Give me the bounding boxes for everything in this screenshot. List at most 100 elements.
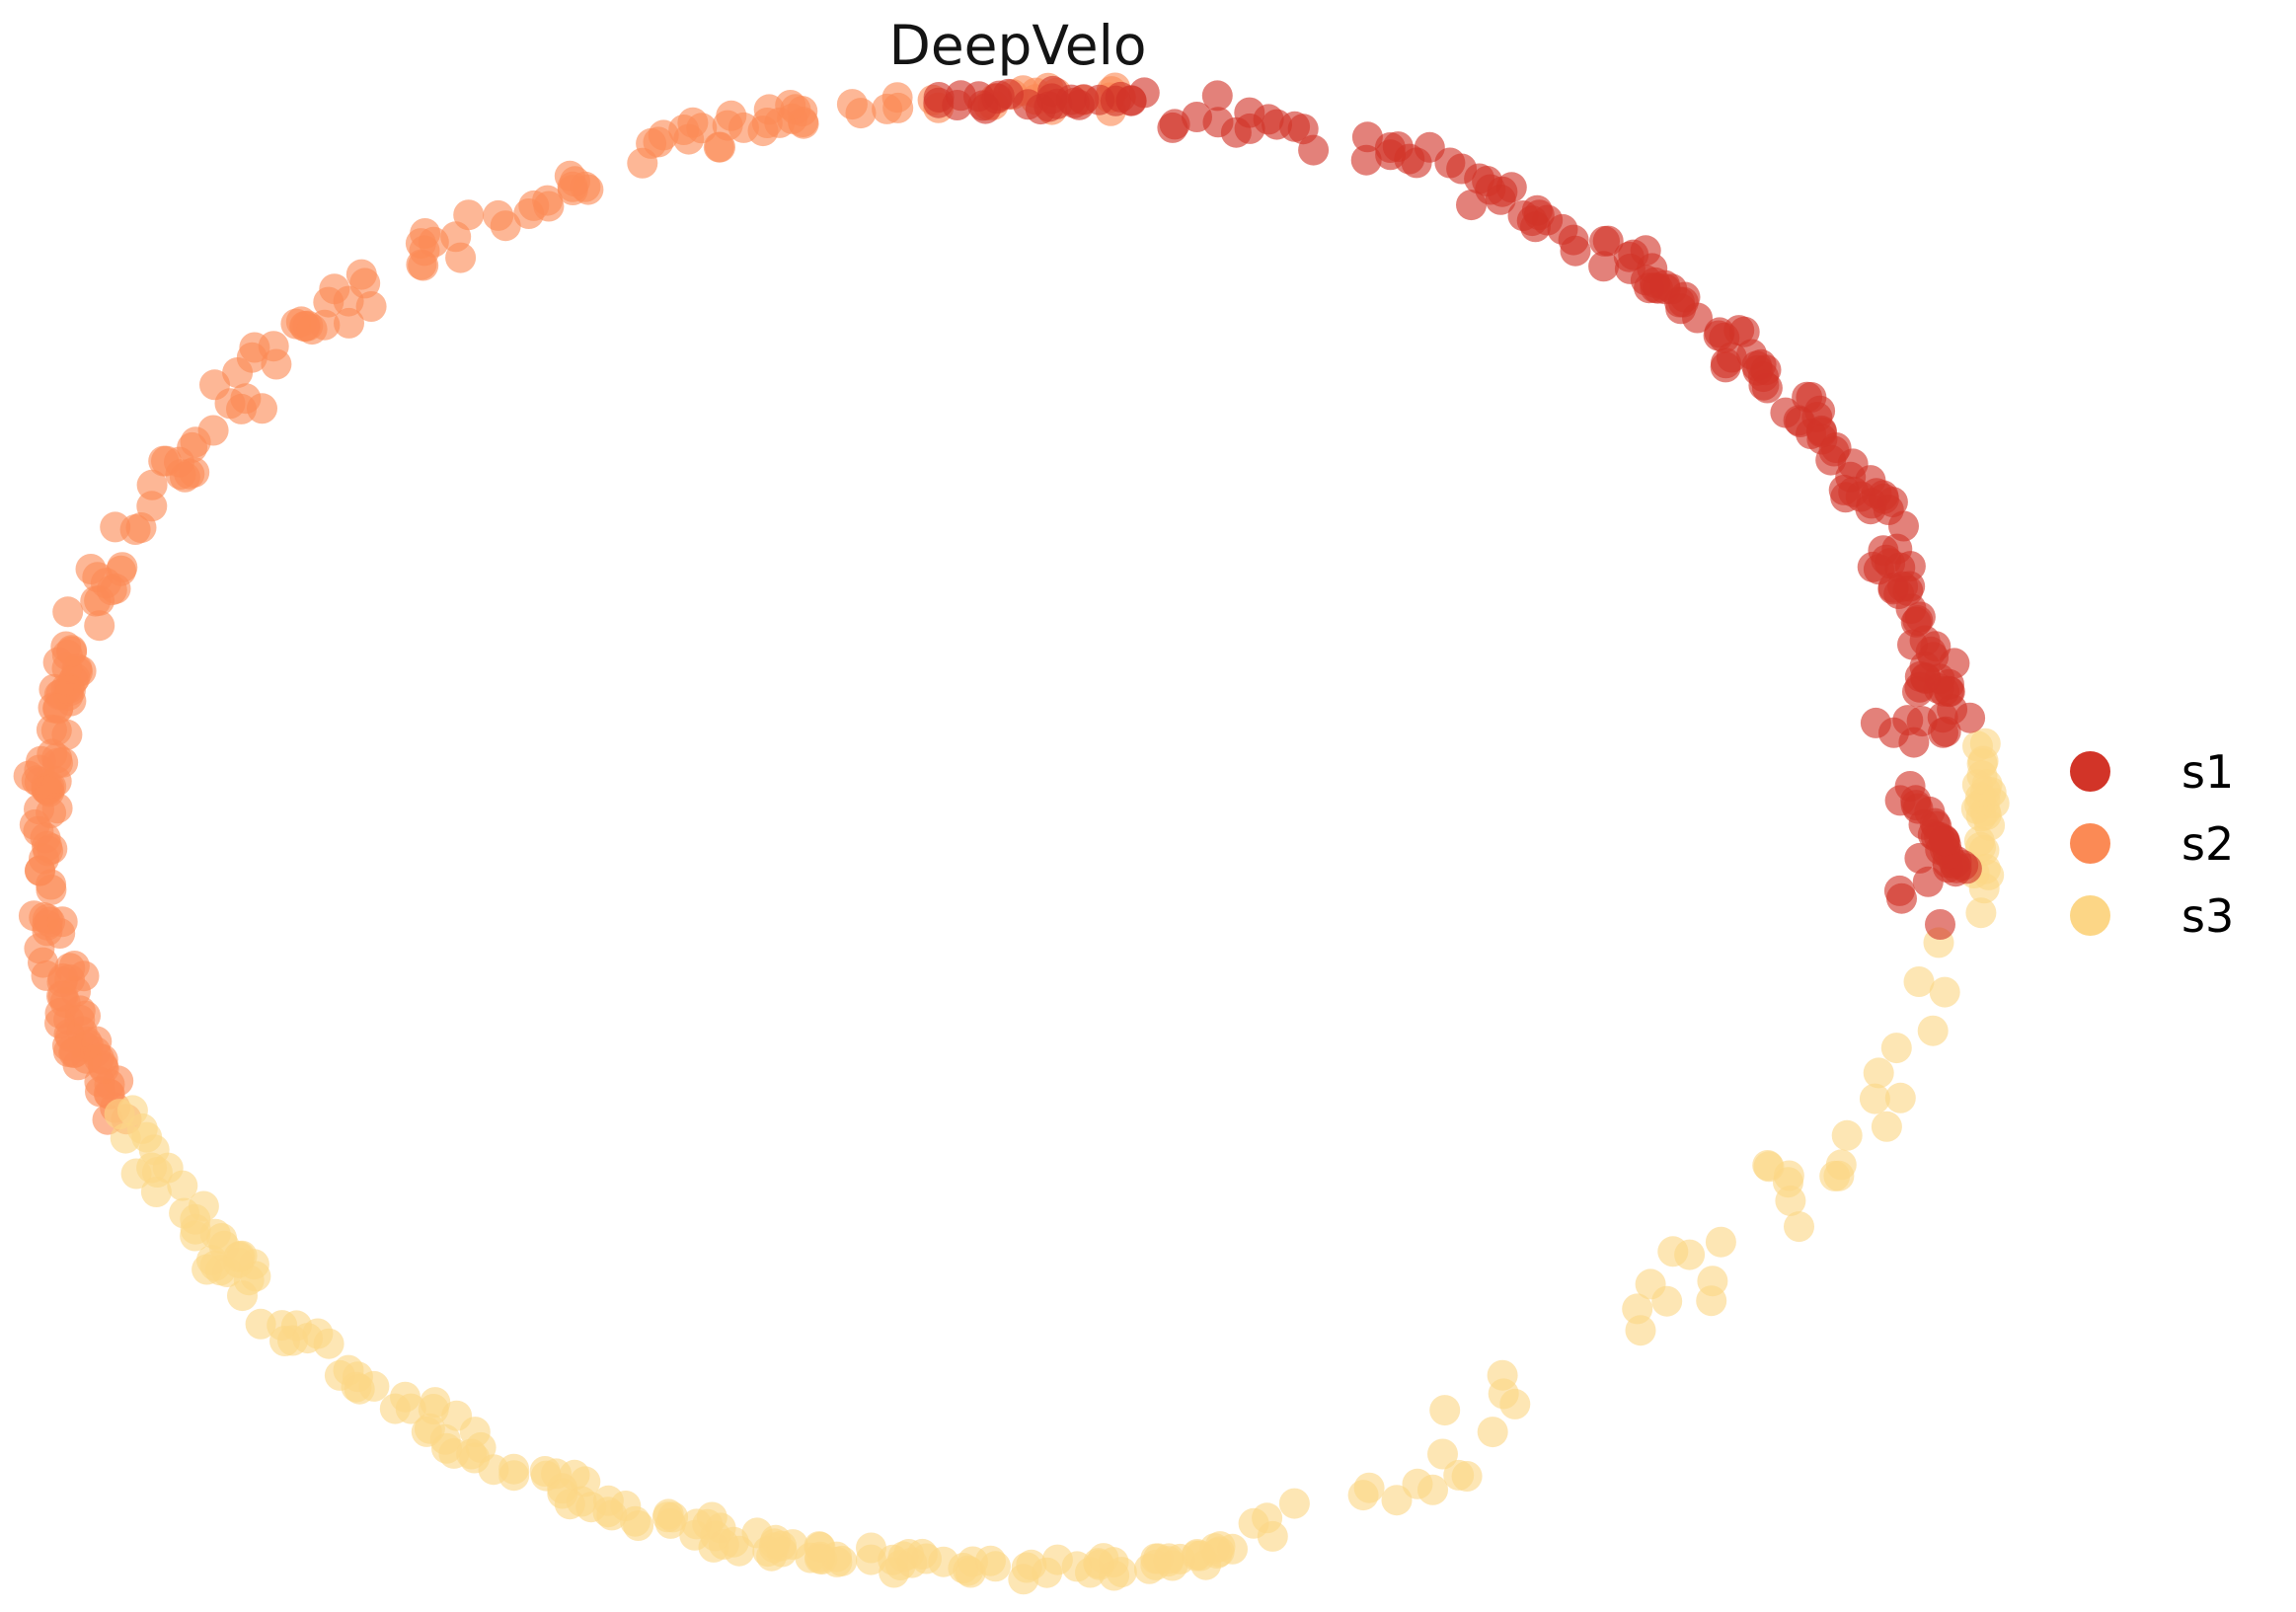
point-s3 (1929, 976, 1960, 1008)
point-s3 (1884, 1082, 1916, 1113)
point-s3 (169, 1197, 200, 1229)
point-s3 (141, 1157, 173, 1188)
point-s3 (1353, 1472, 1385, 1503)
point-s3 (1278, 1488, 1310, 1519)
point-s3 (1859, 1083, 1890, 1114)
point-s3 (948, 1553, 979, 1583)
point-s1 (1414, 131, 1445, 163)
point-s2 (41, 793, 73, 824)
point-s3 (911, 1543, 942, 1574)
point-s1 (1912, 866, 1944, 897)
point-s3 (887, 1541, 919, 1573)
legend-label: s3 (2181, 888, 2235, 943)
point-s2 (88, 1053, 119, 1084)
point-s1 (1939, 648, 1970, 679)
point-s3 (1903, 966, 1935, 997)
point-s3 (1657, 1236, 1689, 1267)
point-s1 (1860, 707, 1891, 738)
point-s3 (1917, 1015, 1949, 1046)
point-s3 (1451, 1461, 1483, 1492)
point-s3 (692, 1508, 724, 1540)
point-s1 (1589, 225, 1620, 257)
legend: s1 s2 s3 (2070, 735, 2234, 952)
legend-label: s2 (2181, 816, 2235, 871)
point-s1 (981, 83, 1013, 115)
point-s1 (1815, 444, 1847, 476)
point-s3 (1075, 1557, 1106, 1588)
point-s1 (1894, 571, 1926, 602)
point-s3 (766, 1536, 798, 1568)
point-s2 (296, 314, 328, 345)
point-s3 (980, 1551, 1011, 1582)
point-s3 (1417, 1474, 1448, 1505)
point-s1 (1736, 339, 1768, 370)
point-s3 (379, 1393, 411, 1424)
point-s2 (319, 273, 350, 305)
point-s2 (490, 210, 521, 242)
point-s1 (1954, 702, 1986, 733)
point-s3 (575, 1492, 607, 1523)
point-s2 (42, 693, 74, 725)
point-s1 (1927, 702, 1958, 733)
point-s3 (1016, 1549, 1047, 1580)
point-s1 (1898, 727, 1930, 758)
point-s2 (727, 112, 759, 143)
point-s1 (1929, 825, 1960, 857)
point-s1 (1796, 419, 1826, 449)
point-s3 (292, 1323, 324, 1354)
point-s1 (1770, 397, 1801, 428)
point-s1 (1914, 796, 1946, 827)
point-s3 (1823, 1160, 1855, 1191)
point-s2 (408, 250, 439, 281)
point-s3 (1622, 1293, 1653, 1325)
point-s3 (1427, 1438, 1458, 1470)
point-s2 (51, 719, 83, 750)
point-s3 (333, 1354, 364, 1386)
point-s1 (1350, 144, 1382, 176)
legend-marker-icon-s2 (2070, 823, 2110, 864)
point-s3 (1784, 1211, 1814, 1243)
point-s3 (418, 1394, 449, 1424)
point-s1 (1751, 372, 1783, 404)
point-s2 (518, 190, 550, 221)
point-s3 (1871, 1111, 1902, 1142)
point-s2 (239, 332, 270, 363)
point-s2 (35, 906, 65, 938)
point-s3 (1429, 1395, 1461, 1426)
point-s1 (1669, 281, 1701, 313)
point-s1 (1933, 675, 1964, 707)
point-s1 (1904, 842, 1936, 874)
point-s2 (46, 966, 78, 998)
point-s1 (1115, 85, 1147, 116)
point-s2 (197, 415, 229, 446)
point-s3 (498, 1453, 530, 1485)
point-s3 (116, 1095, 148, 1126)
point-s1 (1904, 660, 1936, 692)
legend-item-s1: s1 (2070, 735, 2234, 807)
point-s2 (28, 947, 58, 978)
point-s3 (1499, 1388, 1531, 1420)
point-s1 (1630, 265, 1661, 296)
point-s1 (1857, 551, 1888, 582)
point-s1 (1157, 112, 1188, 143)
point-s3 (657, 1501, 689, 1533)
legend-item-s2: s2 (2070, 807, 2234, 880)
legend-marker-icon-s1 (2070, 751, 2110, 792)
point-s3 (1252, 1502, 1283, 1534)
point-s2 (261, 348, 292, 380)
point-s3 (1477, 1417, 1508, 1448)
point-s2 (627, 147, 658, 179)
point-s2 (37, 833, 68, 865)
point-s2 (56, 636, 88, 667)
point-s2 (334, 307, 364, 339)
point-s3 (459, 1417, 491, 1448)
point-s3 (167, 1170, 198, 1201)
point-s3 (559, 1459, 590, 1491)
point-s2 (764, 107, 796, 138)
point-s3 (1965, 897, 1997, 929)
point-s2 (174, 458, 205, 490)
point-s2 (80, 585, 112, 617)
point-s2 (560, 166, 590, 197)
point-s1 (1856, 488, 1887, 519)
point-s3 (199, 1218, 231, 1250)
